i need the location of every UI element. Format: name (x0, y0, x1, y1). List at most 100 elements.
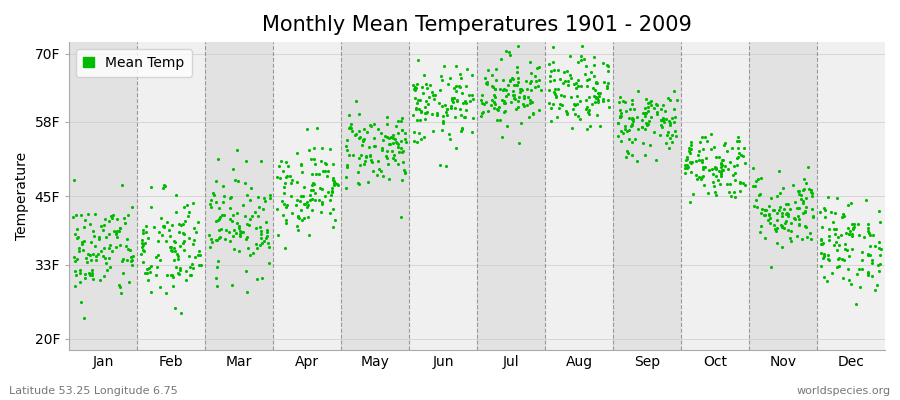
Point (631, 88, 645, 94)
Point (110, 227, 124, 234)
Point (97, 254, 112, 261)
Point (709, 173, 724, 179)
Point (325, 185, 339, 192)
Point (590, 90, 605, 96)
Point (560, 109, 574, 116)
Point (762, 202, 777, 209)
Point (426, 127, 440, 134)
Point (254, 230, 268, 237)
Point (435, 73, 449, 80)
Point (767, 207, 781, 213)
Point (678, 170, 692, 176)
Point (480, 79, 494, 85)
Point (578, 70, 592, 77)
Point (210, 283, 224, 289)
Point (720, 148, 734, 154)
Point (173, 243, 187, 249)
Point (769, 226, 783, 232)
Point (814, 223, 829, 230)
Point (366, 167, 381, 174)
Point (458, 114, 473, 120)
Point (522, 100, 536, 107)
Point (527, 84, 542, 91)
Point (806, 213, 821, 219)
Point (342, 124, 356, 131)
Point (614, 110, 628, 116)
Point (860, 228, 875, 234)
Point (712, 168, 726, 174)
Point (637, 126, 652, 132)
Point (842, 228, 857, 234)
Point (99, 260, 113, 266)
Point (164, 244, 178, 250)
Point (301, 214, 315, 220)
Point (493, 117, 508, 124)
Point (386, 134, 400, 141)
Point (447, 85, 462, 92)
Point (827, 242, 842, 248)
Point (592, 93, 607, 100)
Point (772, 206, 787, 213)
Point (76, 224, 91, 230)
Point (308, 197, 322, 203)
Point (642, 118, 656, 125)
Point (850, 271, 864, 277)
Point (364, 158, 379, 165)
Point (97, 216, 112, 222)
Point (191, 252, 205, 258)
Bar (749, 42, 817, 350)
Point (872, 208, 886, 214)
Point (442, 130, 456, 137)
Point (543, 78, 557, 84)
Point (328, 216, 342, 223)
Point (542, 100, 556, 106)
Point (115, 258, 130, 264)
Point (860, 224, 875, 231)
Point (278, 174, 293, 181)
Point (104, 214, 119, 221)
Point (230, 209, 244, 216)
Point (532, 64, 546, 70)
Point (338, 174, 353, 180)
Point (637, 152, 652, 158)
Point (655, 116, 670, 123)
Point (412, 117, 427, 123)
Point (94, 248, 108, 254)
Point (814, 235, 829, 242)
Point (670, 96, 684, 103)
Point (121, 256, 135, 263)
Point (357, 126, 372, 132)
Point (510, 64, 525, 70)
Point (726, 172, 741, 178)
Point (388, 136, 402, 142)
Point (445, 103, 459, 109)
Point (723, 180, 737, 187)
Point (873, 260, 887, 267)
Point (506, 76, 520, 82)
Point (684, 142, 698, 148)
Point (69, 272, 84, 278)
Point (258, 198, 273, 204)
Point (276, 201, 291, 207)
Point (617, 126, 632, 132)
Point (796, 187, 810, 193)
Bar (341, 42, 410, 350)
Point (353, 133, 367, 140)
Point (650, 110, 664, 117)
Point (753, 210, 768, 216)
Point (562, 53, 577, 59)
Point (97, 245, 112, 252)
Point (644, 114, 658, 120)
Point (118, 220, 132, 226)
Point (517, 94, 531, 101)
Point (366, 135, 381, 142)
Point (797, 186, 812, 192)
Point (362, 144, 376, 150)
Point (770, 217, 785, 223)
Point (732, 138, 746, 144)
Point (842, 277, 857, 284)
Point (526, 111, 541, 117)
Point (263, 192, 277, 198)
Point (302, 192, 317, 198)
Point (395, 126, 410, 133)
